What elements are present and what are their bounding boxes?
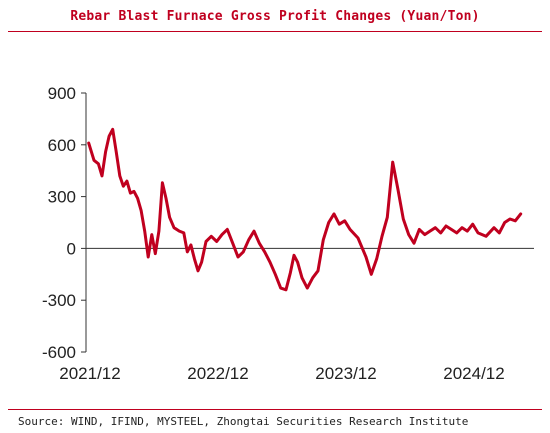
x-tick-label: 2023/12	[315, 364, 376, 383]
axes	[81, 92, 534, 353]
source-divider	[8, 409, 542, 410]
source-note: Source: WIND, IFIND, MYSTEEL, Zhongtai S…	[18, 415, 469, 428]
y-tick-label: -600	[42, 343, 76, 362]
x-tick-label: 2024/12	[443, 364, 504, 383]
x-tick-labels: 2021/12 2022/12 2023/12 2024/12	[59, 364, 504, 383]
chart-title: Rebar Blast Furnace Gross Profit Changes…	[70, 9, 480, 24]
x-tick-label: 2022/12	[187, 364, 248, 383]
x-tick-label: 2021/12	[59, 364, 120, 383]
y-tick-label: 300	[48, 188, 76, 207]
title-divider	[8, 31, 542, 32]
series-line-gross-profit	[87, 127, 523, 292]
y-tick-label: 600	[48, 136, 76, 155]
y-tick-label: 0	[67, 239, 76, 258]
y-tick-label: -300	[42, 291, 76, 310]
y-tick-label: 900	[48, 84, 76, 103]
y-tick-labels: 900 600 300 0 -300 -600	[42, 84, 76, 362]
